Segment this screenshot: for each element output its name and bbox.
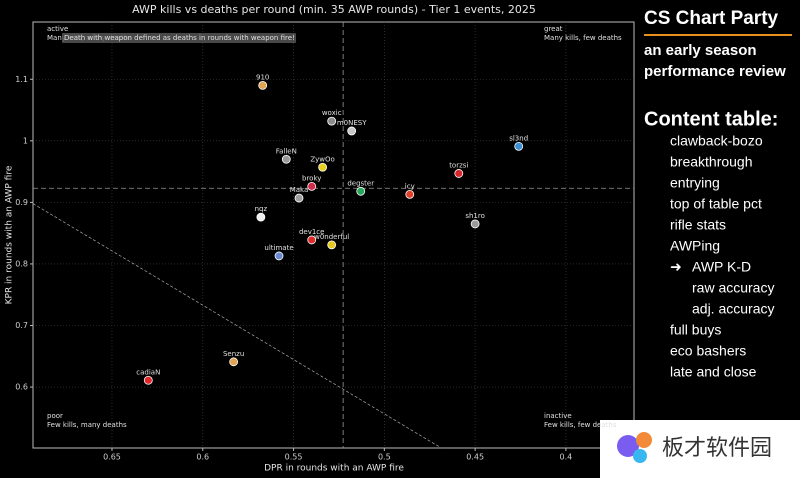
watermark-logo (617, 435, 639, 457)
point (327, 240, 337, 250)
chart-title: AWP kills vs deaths per round (min. 35 A… (132, 3, 536, 16)
point-label: Senzu (223, 350, 244, 358)
point (514, 141, 524, 151)
x-tick-label: 0.5 (378, 453, 391, 462)
point (327, 116, 337, 126)
corner-title: great (544, 25, 563, 33)
point (256, 212, 266, 222)
watermark: 板才软件园 (600, 420, 800, 478)
point (307, 235, 317, 245)
point (274, 251, 284, 261)
point (258, 81, 268, 90)
corner-text: Many kills, few deaths (544, 34, 622, 42)
point (318, 162, 328, 172)
x-tick-label: 0.4 (560, 453, 573, 462)
point-label: m0NESY (337, 119, 367, 127)
point-label: sl3nd (509, 134, 528, 142)
point-label: torzsi (449, 161, 468, 169)
point-label: nqz (255, 205, 268, 213)
note: Death with weapon defined as deaths in r… (64, 34, 295, 42)
point-label: dev1ce (299, 228, 325, 236)
point-label: icy (405, 182, 415, 190)
point (307, 181, 317, 191)
point (229, 357, 239, 367)
point (281, 154, 291, 164)
toc-item: adj. accuracy (692, 301, 774, 317)
toc-item: AWP K-D (692, 259, 751, 275)
corner-title: inactive (544, 412, 572, 420)
x-tick-label: 0.6 (196, 453, 209, 462)
point-label: Maka (290, 186, 309, 194)
point-label: broky (302, 174, 321, 182)
watermark-logo (633, 449, 647, 463)
y-tick-label: 0.9 (15, 198, 28, 207)
point (356, 186, 366, 196)
corner-title: active (47, 25, 68, 33)
sidebar-title: CS Chart Party (644, 8, 779, 29)
y-tick-label: 0.8 (15, 259, 28, 268)
x-axis-label: DPR in rounds with an AWP fire (264, 464, 404, 474)
point (294, 193, 304, 203)
point-label: FalleN (276, 147, 297, 155)
corner-text: Few kills, many deaths (47, 421, 127, 429)
reference-line (32, 203, 442, 449)
note-box (62, 33, 296, 43)
point (454, 169, 464, 178)
toc-title: Content table: (644, 108, 778, 130)
toc-item: raw accuracy (692, 280, 774, 296)
y-tick-label: 0.7 (15, 321, 28, 330)
toc-item: full buys (670, 322, 721, 338)
point-label: degster (347, 179, 374, 187)
y-tick-label: 1.1 (15, 75, 28, 84)
point-label: 910 (256, 73, 269, 81)
y-tick-label: 1 (23, 136, 28, 145)
toc-item: entrying (670, 175, 720, 191)
point-label: ZywOo (310, 155, 334, 163)
point-label: sh1ro (465, 212, 485, 220)
toc-item: AWPing (670, 238, 720, 254)
watermark-text: 板才软件园 (662, 436, 772, 461)
toc-marker: ➜ (670, 259, 682, 275)
toc-item: late and close (670, 364, 757, 380)
x-tick-label: 0.65 (103, 453, 121, 462)
toc-item: eco bashers (670, 343, 746, 359)
y-axis-label: KPR in rounds with an AWP fire (5, 165, 15, 304)
point-label: ultimate (264, 244, 293, 252)
sidebar-subtitle: performance review (644, 63, 786, 80)
watermark-logo (636, 432, 652, 448)
point (143, 375, 153, 385)
x-tick-label: 0.55 (285, 453, 303, 462)
toc-item: clawback-bozo (670, 133, 763, 149)
point-label: w0nderful (314, 233, 349, 241)
toc-item: breakthrough (670, 154, 753, 170)
toc-item: rifle stats (670, 217, 726, 233)
point (347, 126, 357, 136)
sidebar-subtitle: an early season (644, 42, 757, 59)
plot-frame (32, 21, 635, 449)
corner-title: poor (47, 412, 63, 420)
point-label: cadiaN (136, 368, 160, 376)
point (470, 219, 480, 229)
corner-text: Few kills, few deaths (544, 421, 617, 429)
point (405, 189, 415, 199)
point-label: woxic (322, 109, 342, 117)
toc-item: top of table pct (670, 196, 762, 212)
x-tick-label: 0.45 (466, 453, 484, 462)
y-tick-label: 0.6 (15, 383, 28, 392)
